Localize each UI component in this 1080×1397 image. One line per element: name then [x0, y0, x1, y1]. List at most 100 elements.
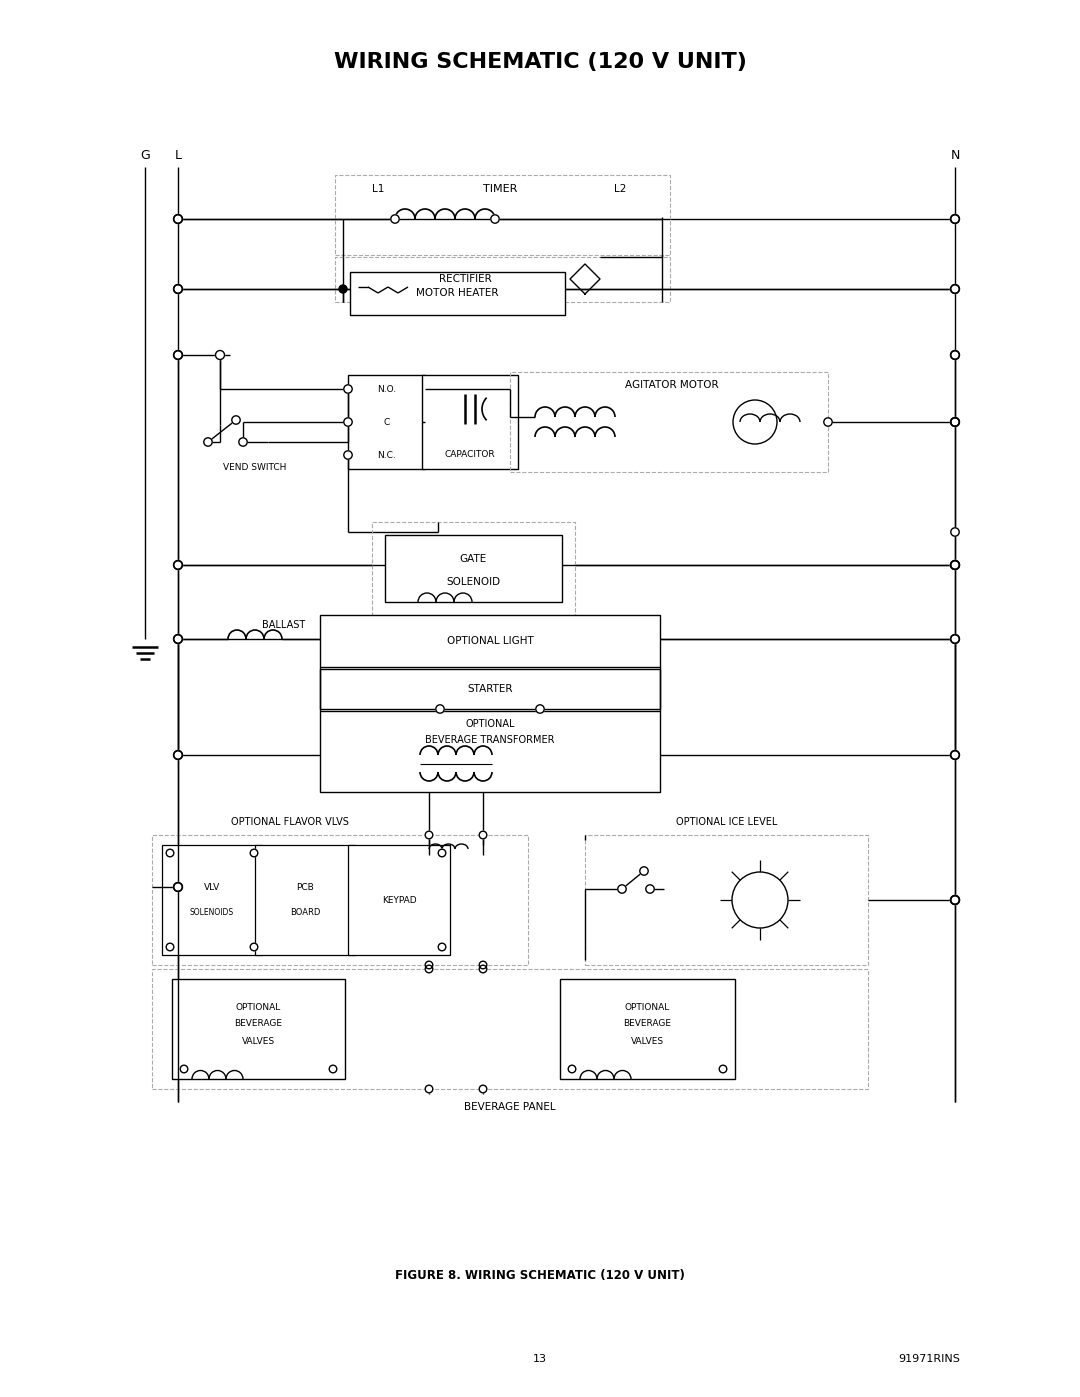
Circle shape	[950, 560, 959, 569]
Circle shape	[950, 418, 959, 426]
Circle shape	[174, 351, 183, 359]
Bar	[320, 711, 660, 792]
Circle shape	[950, 351, 959, 359]
Circle shape	[174, 883, 183, 891]
Circle shape	[174, 560, 183, 570]
Circle shape	[733, 400, 777, 444]
Bar	[320, 615, 660, 666]
Bar	[255, 845, 355, 956]
Bar	[372, 522, 575, 615]
Bar	[350, 272, 565, 314]
Circle shape	[950, 351, 959, 359]
Bar	[162, 845, 262, 956]
Circle shape	[391, 215, 400, 224]
Text: GATE: GATE	[459, 555, 487, 564]
Text: VALVES: VALVES	[631, 1037, 663, 1045]
Text: OPTIONAL ICE LEVEL: OPTIONAL ICE LEVEL	[676, 817, 778, 827]
Text: FIGURE 8. WIRING SCHEMATIC (120 V UNIT): FIGURE 8. WIRING SCHEMATIC (120 V UNIT)	[395, 1268, 685, 1281]
Text: G: G	[140, 148, 150, 162]
Circle shape	[490, 215, 499, 224]
Bar	[152, 970, 868, 1090]
Circle shape	[950, 418, 959, 426]
Text: OPTIONAL FLAVOR VLVS: OPTIONAL FLAVOR VLVS	[231, 817, 349, 827]
Circle shape	[536, 705, 544, 714]
Circle shape	[436, 705, 444, 714]
Circle shape	[180, 1065, 188, 1073]
Circle shape	[438, 943, 446, 951]
Circle shape	[950, 285, 959, 293]
Circle shape	[639, 866, 648, 875]
Circle shape	[329, 1065, 337, 1073]
Text: L1: L1	[372, 184, 384, 194]
Circle shape	[426, 1085, 433, 1092]
Text: OPTIONAL: OPTIONAL	[465, 719, 515, 729]
Text: N: N	[950, 148, 960, 162]
Bar	[348, 845, 450, 956]
Circle shape	[950, 215, 959, 224]
Text: L: L	[175, 148, 181, 162]
Text: BEVERAGE: BEVERAGE	[234, 1020, 282, 1028]
Text: MOTOR HEATER: MOTOR HEATER	[416, 288, 498, 298]
Circle shape	[216, 351, 225, 359]
Text: SOLENOID: SOLENOID	[446, 577, 500, 587]
Bar	[335, 257, 670, 302]
Text: TIMER: TIMER	[483, 184, 517, 194]
Bar	[335, 175, 670, 256]
Circle shape	[343, 418, 352, 426]
Text: BEVERAGE PANEL: BEVERAGE PANEL	[464, 1102, 556, 1112]
Circle shape	[950, 560, 959, 570]
Bar	[422, 374, 518, 469]
Circle shape	[174, 883, 183, 891]
Text: 91971RINS: 91971RINS	[899, 1354, 960, 1363]
Bar	[510, 372, 828, 472]
Circle shape	[480, 831, 487, 838]
Text: RECTIFIER: RECTIFIER	[438, 274, 491, 284]
Bar	[561, 979, 735, 1078]
Circle shape	[950, 750, 959, 760]
Circle shape	[426, 965, 433, 972]
Circle shape	[174, 285, 183, 293]
Circle shape	[174, 634, 183, 644]
Circle shape	[618, 884, 626, 893]
Bar	[172, 979, 345, 1078]
Bar	[152, 835, 528, 965]
Circle shape	[732, 872, 788, 928]
Circle shape	[950, 895, 959, 904]
Circle shape	[174, 560, 183, 569]
Bar	[585, 835, 868, 965]
Circle shape	[174, 215, 183, 224]
Text: OPTIONAL LIGHT: OPTIONAL LIGHT	[447, 636, 534, 645]
Text: N.C.: N.C.	[378, 450, 396, 460]
Text: OPTIONAL: OPTIONAL	[235, 1003, 281, 1011]
Bar	[384, 535, 562, 602]
Circle shape	[480, 961, 487, 968]
Circle shape	[719, 1065, 727, 1073]
Circle shape	[426, 831, 433, 838]
Text: C: C	[383, 418, 390, 426]
Text: N.O.: N.O.	[377, 384, 396, 394]
Circle shape	[950, 215, 959, 224]
Text: CAPACITOR: CAPACITOR	[445, 450, 496, 458]
Circle shape	[480, 1085, 487, 1092]
Circle shape	[646, 884, 654, 893]
Circle shape	[174, 750, 183, 759]
Circle shape	[950, 750, 959, 759]
Circle shape	[339, 285, 347, 293]
Text: PCB: PCB	[296, 883, 314, 891]
Text: WIRING SCHEMATIC (120 V UNIT): WIRING SCHEMATIC (120 V UNIT)	[334, 52, 746, 73]
Circle shape	[166, 943, 174, 951]
Text: OPTIONAL: OPTIONAL	[624, 1003, 670, 1011]
Text: BALLAST: BALLAST	[262, 620, 306, 630]
Circle shape	[174, 634, 183, 643]
Circle shape	[343, 384, 352, 393]
Circle shape	[950, 285, 959, 293]
Circle shape	[950, 634, 959, 644]
Circle shape	[950, 634, 959, 643]
Circle shape	[251, 943, 258, 951]
Text: BEVERAGE: BEVERAGE	[623, 1020, 671, 1028]
Text: KEYPAD: KEYPAD	[381, 895, 416, 904]
Circle shape	[174, 215, 183, 224]
Circle shape	[174, 750, 183, 760]
Circle shape	[251, 849, 258, 856]
Circle shape	[950, 560, 959, 570]
